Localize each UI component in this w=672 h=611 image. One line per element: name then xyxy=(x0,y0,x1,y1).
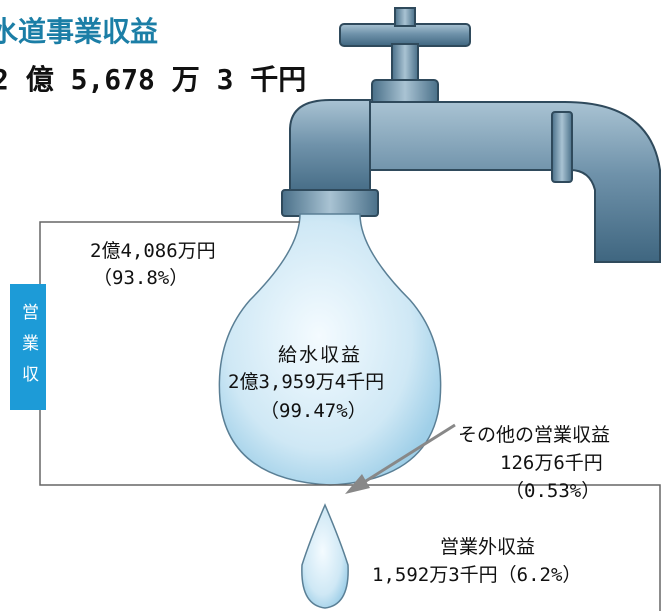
non-operating-amount: 1,592万3千円（6.2%） xyxy=(372,560,581,587)
other-operating-amount: 126万6千円 xyxy=(500,448,603,475)
operating-label: 営業収益 xyxy=(10,290,46,408)
title: 水道事業収益 xyxy=(0,10,158,50)
total: 2 億 5,678 万 3 千円 xyxy=(0,58,306,98)
water-supply-label: 給水収益 xyxy=(278,340,362,367)
water-supply-amount: 2億3,959万4千円 xyxy=(228,367,384,394)
infographic: 水道事業収益 2 億 5,678 万 3 千円 営業収益 2億4,086万円 （… xyxy=(0,0,672,611)
operating-amount: 2億4,086万円 xyxy=(90,236,216,263)
operating-share: （93.8%） xyxy=(93,263,188,290)
other-operating-share: （0.53%） xyxy=(505,476,600,503)
small-drop xyxy=(302,505,348,608)
water-supply-share: （99.47%） xyxy=(260,396,367,423)
non-operating-label: 営業外収益 xyxy=(440,532,535,559)
other-operating-label: その他の営業収益 xyxy=(458,420,610,447)
